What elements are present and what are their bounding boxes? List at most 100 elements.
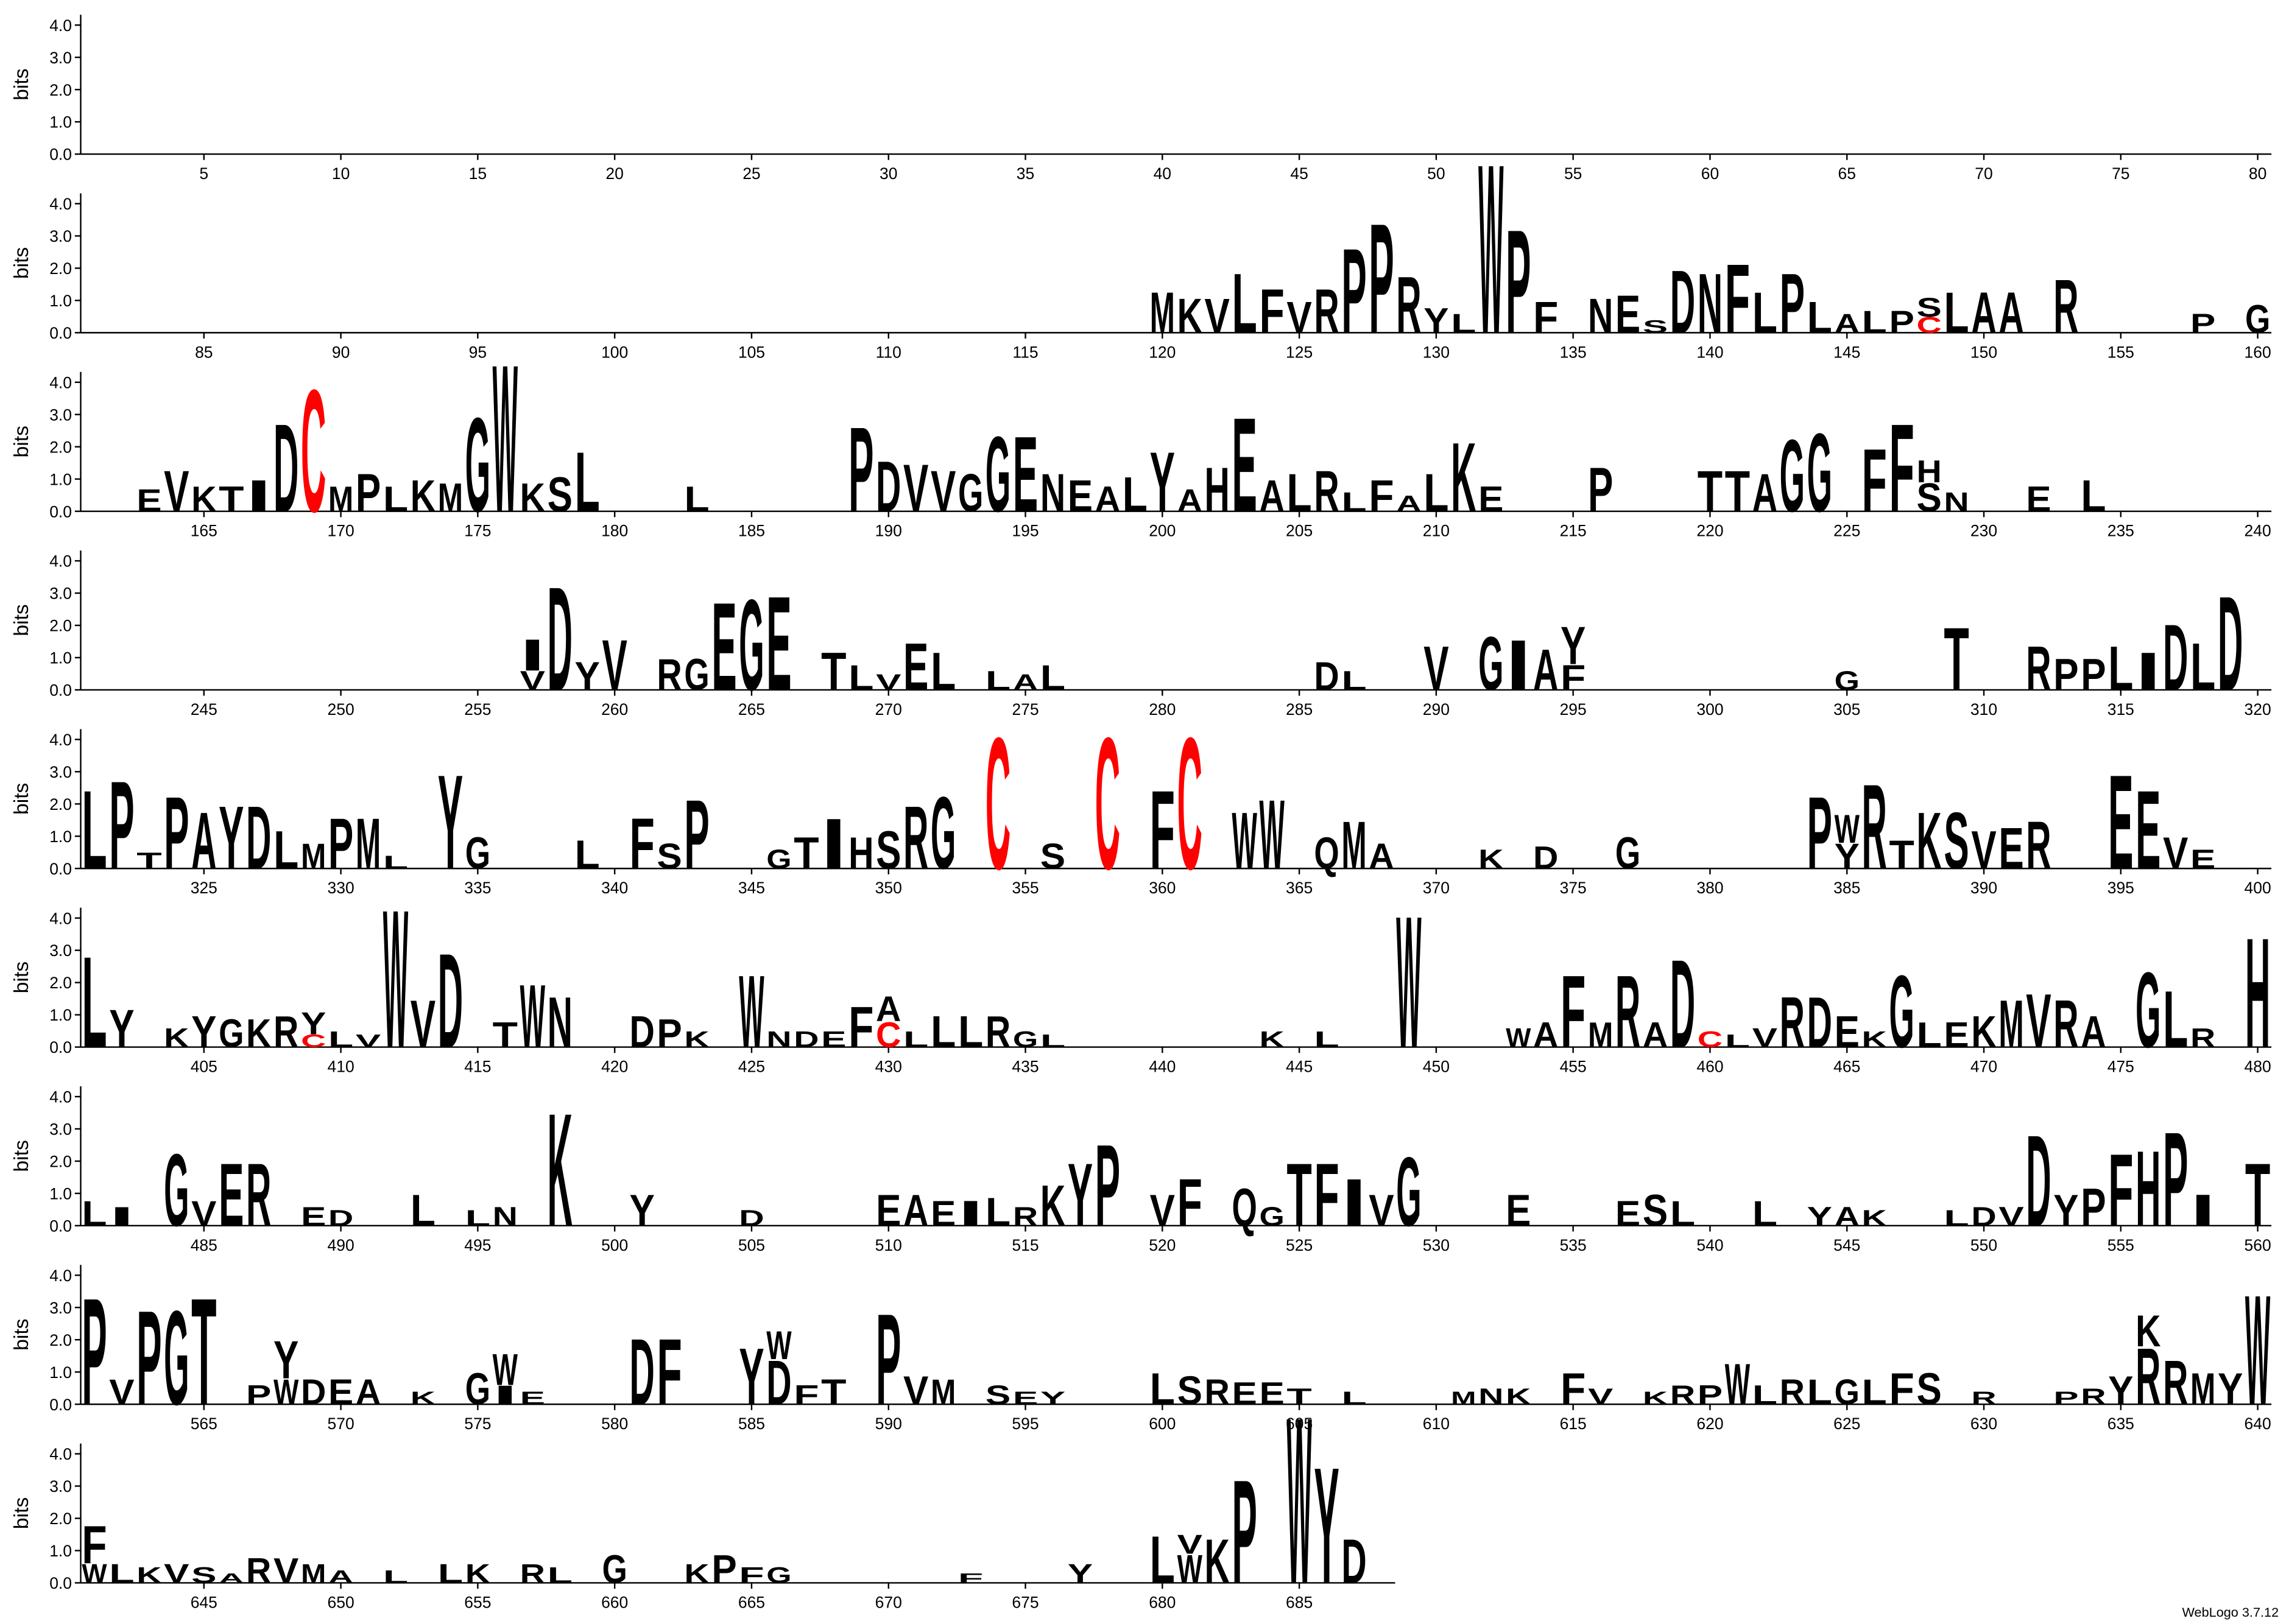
logo-letter: H [2136, 1128, 2160, 1248]
logo-letter: E [1259, 1376, 1284, 1411]
logo-letter: V [903, 1368, 928, 1413]
logo-letter: N [548, 982, 573, 1062]
x-tick-label: 480 [2245, 1057, 2271, 1075]
logo-letter: G [1780, 418, 1805, 533]
logo-letter: L [575, 434, 600, 529]
logo-letter: P [1369, 191, 1394, 366]
x-tick-label: 660 [601, 1593, 628, 1611]
x-tick-label: 510 [875, 1236, 902, 1254]
y-tick-label: 3.0 [49, 1120, 72, 1139]
logo-letter: K [684, 1559, 710, 1589]
logo-letter: Y [1040, 1388, 1065, 1408]
x-tick-label: 645 [191, 1593, 217, 1611]
y-tick-label: 4.0 [49, 552, 72, 571]
logo-letter: E [1232, 1376, 1257, 1411]
x-tick-label: 250 [327, 700, 354, 719]
y-tick-label: 4.0 [49, 909, 72, 927]
x-tick-label: 120 [1149, 343, 1176, 361]
x-tick-label: 210 [1423, 522, 1450, 540]
logo-letter: E [931, 1194, 956, 1234]
x-tick-label: 90 [332, 343, 350, 361]
x-tick-label: 40 [1154, 164, 1171, 183]
logo-letter: E [1068, 472, 1093, 522]
logo-letter: L [1040, 1031, 1065, 1051]
x-tick-label: 355 [1012, 879, 1039, 897]
logo-letter: V [931, 459, 956, 524]
y-axis-label: bits [10, 1497, 33, 1529]
logo-letter: G [2245, 297, 2270, 342]
logo-letter: D [548, 557, 573, 722]
x-tick-label: 515 [1012, 1236, 1039, 1254]
logo-letter: K [164, 1024, 189, 1053]
x-tick-label: 555 [2107, 1236, 2134, 1254]
logo-letter: L [82, 1194, 107, 1234]
logo-letter: G [465, 829, 490, 879]
logo-letter: V [2163, 829, 2188, 879]
y-tick-label: 2.0 [49, 81, 72, 99]
x-tick-label: 110 [876, 343, 901, 361]
x-tick-label: 615 [1560, 1415, 1587, 1433]
logo-letter: Y [109, 999, 134, 1059]
logo-letter: N [1698, 256, 1723, 351]
logo-letter: D [2026, 1109, 2051, 1254]
x-tick-label: 305 [1833, 700, 1860, 719]
logo-letter: A [1835, 1202, 1860, 1232]
logo-letter: K [1259, 1027, 1285, 1052]
x-tick-label: 100 [601, 343, 628, 361]
logo-letter: L [465, 1206, 490, 1231]
logo-letter: K [191, 480, 217, 519]
x-tick-label: 230 [1970, 522, 1997, 540]
logo-letter: V [1971, 820, 1996, 880]
logo-letter: W [520, 966, 545, 1066]
logo-letter: R [2190, 1024, 2215, 1053]
logo-letter: W [1396, 878, 1421, 1088]
x-tick-label: 360 [1149, 879, 1176, 897]
logo-letter: D [766, 1348, 791, 1418]
logo-letter: R [2053, 264, 2078, 350]
y-tick-label: 1.0 [49, 113, 72, 132]
x-tick-label: 75 [2112, 164, 2129, 183]
y-tick-label: 0.0 [49, 324, 72, 342]
x-tick-label: 395 [2107, 879, 2134, 897]
x-tick-label: 185 [738, 522, 765, 540]
y-tick-label: 2.0 [49, 438, 72, 456]
logo-letter: L [903, 1027, 928, 1052]
x-tick-label: 200 [1149, 522, 1176, 540]
logo-letter: Y [2108, 1368, 2133, 1413]
logo-letter: S [986, 1380, 1010, 1410]
logo-letter: P [2190, 309, 2215, 339]
y-tick-label: 3.0 [49, 227, 72, 245]
x-tick-label: 270 [875, 700, 902, 719]
logo-letter: C [986, 699, 1010, 909]
logo-letter: F [848, 994, 873, 1060]
logo-letter: E [1944, 1016, 1969, 1055]
logo-letter: F [1369, 472, 1394, 522]
y-tick-label: 0.0 [49, 146, 72, 164]
logo-letter: A [1177, 483, 1202, 518]
logo-letter: V [1177, 1530, 1203, 1560]
logo-letter: L [82, 930, 107, 1075]
logo-letter: A [903, 1186, 928, 1236]
y-tick-label: 0.0 [49, 1217, 72, 1235]
logo-letter: H [848, 829, 873, 879]
x-tick-label: 400 [2245, 879, 2271, 897]
logo-letter: G [602, 1547, 627, 1592]
logo-letter: R [520, 1559, 545, 1589]
x-tick-label: 320 [2245, 700, 2271, 719]
logo-letter: R [2081, 1384, 2106, 1409]
logo-letter: P [711, 1547, 736, 1592]
logo-letter: L [1451, 309, 1476, 339]
x-tick-label: 325 [191, 879, 217, 897]
logo-letter: L [1286, 463, 1311, 523]
logo-letter: A [1396, 491, 1421, 516]
logo-letter: D [301, 1373, 326, 1412]
logo-letter: L [1944, 280, 1969, 345]
x-tick-label: 525 [1286, 1236, 1313, 1254]
logo-letter: E [1478, 480, 1503, 519]
x-tick-label: 565 [191, 1415, 217, 1433]
logo-letter: K [1177, 289, 1202, 343]
logo-letter: E [1615, 1194, 1640, 1234]
x-tick-label: 115 [1012, 343, 1038, 361]
logo-letter: I [2190, 1186, 2215, 1236]
